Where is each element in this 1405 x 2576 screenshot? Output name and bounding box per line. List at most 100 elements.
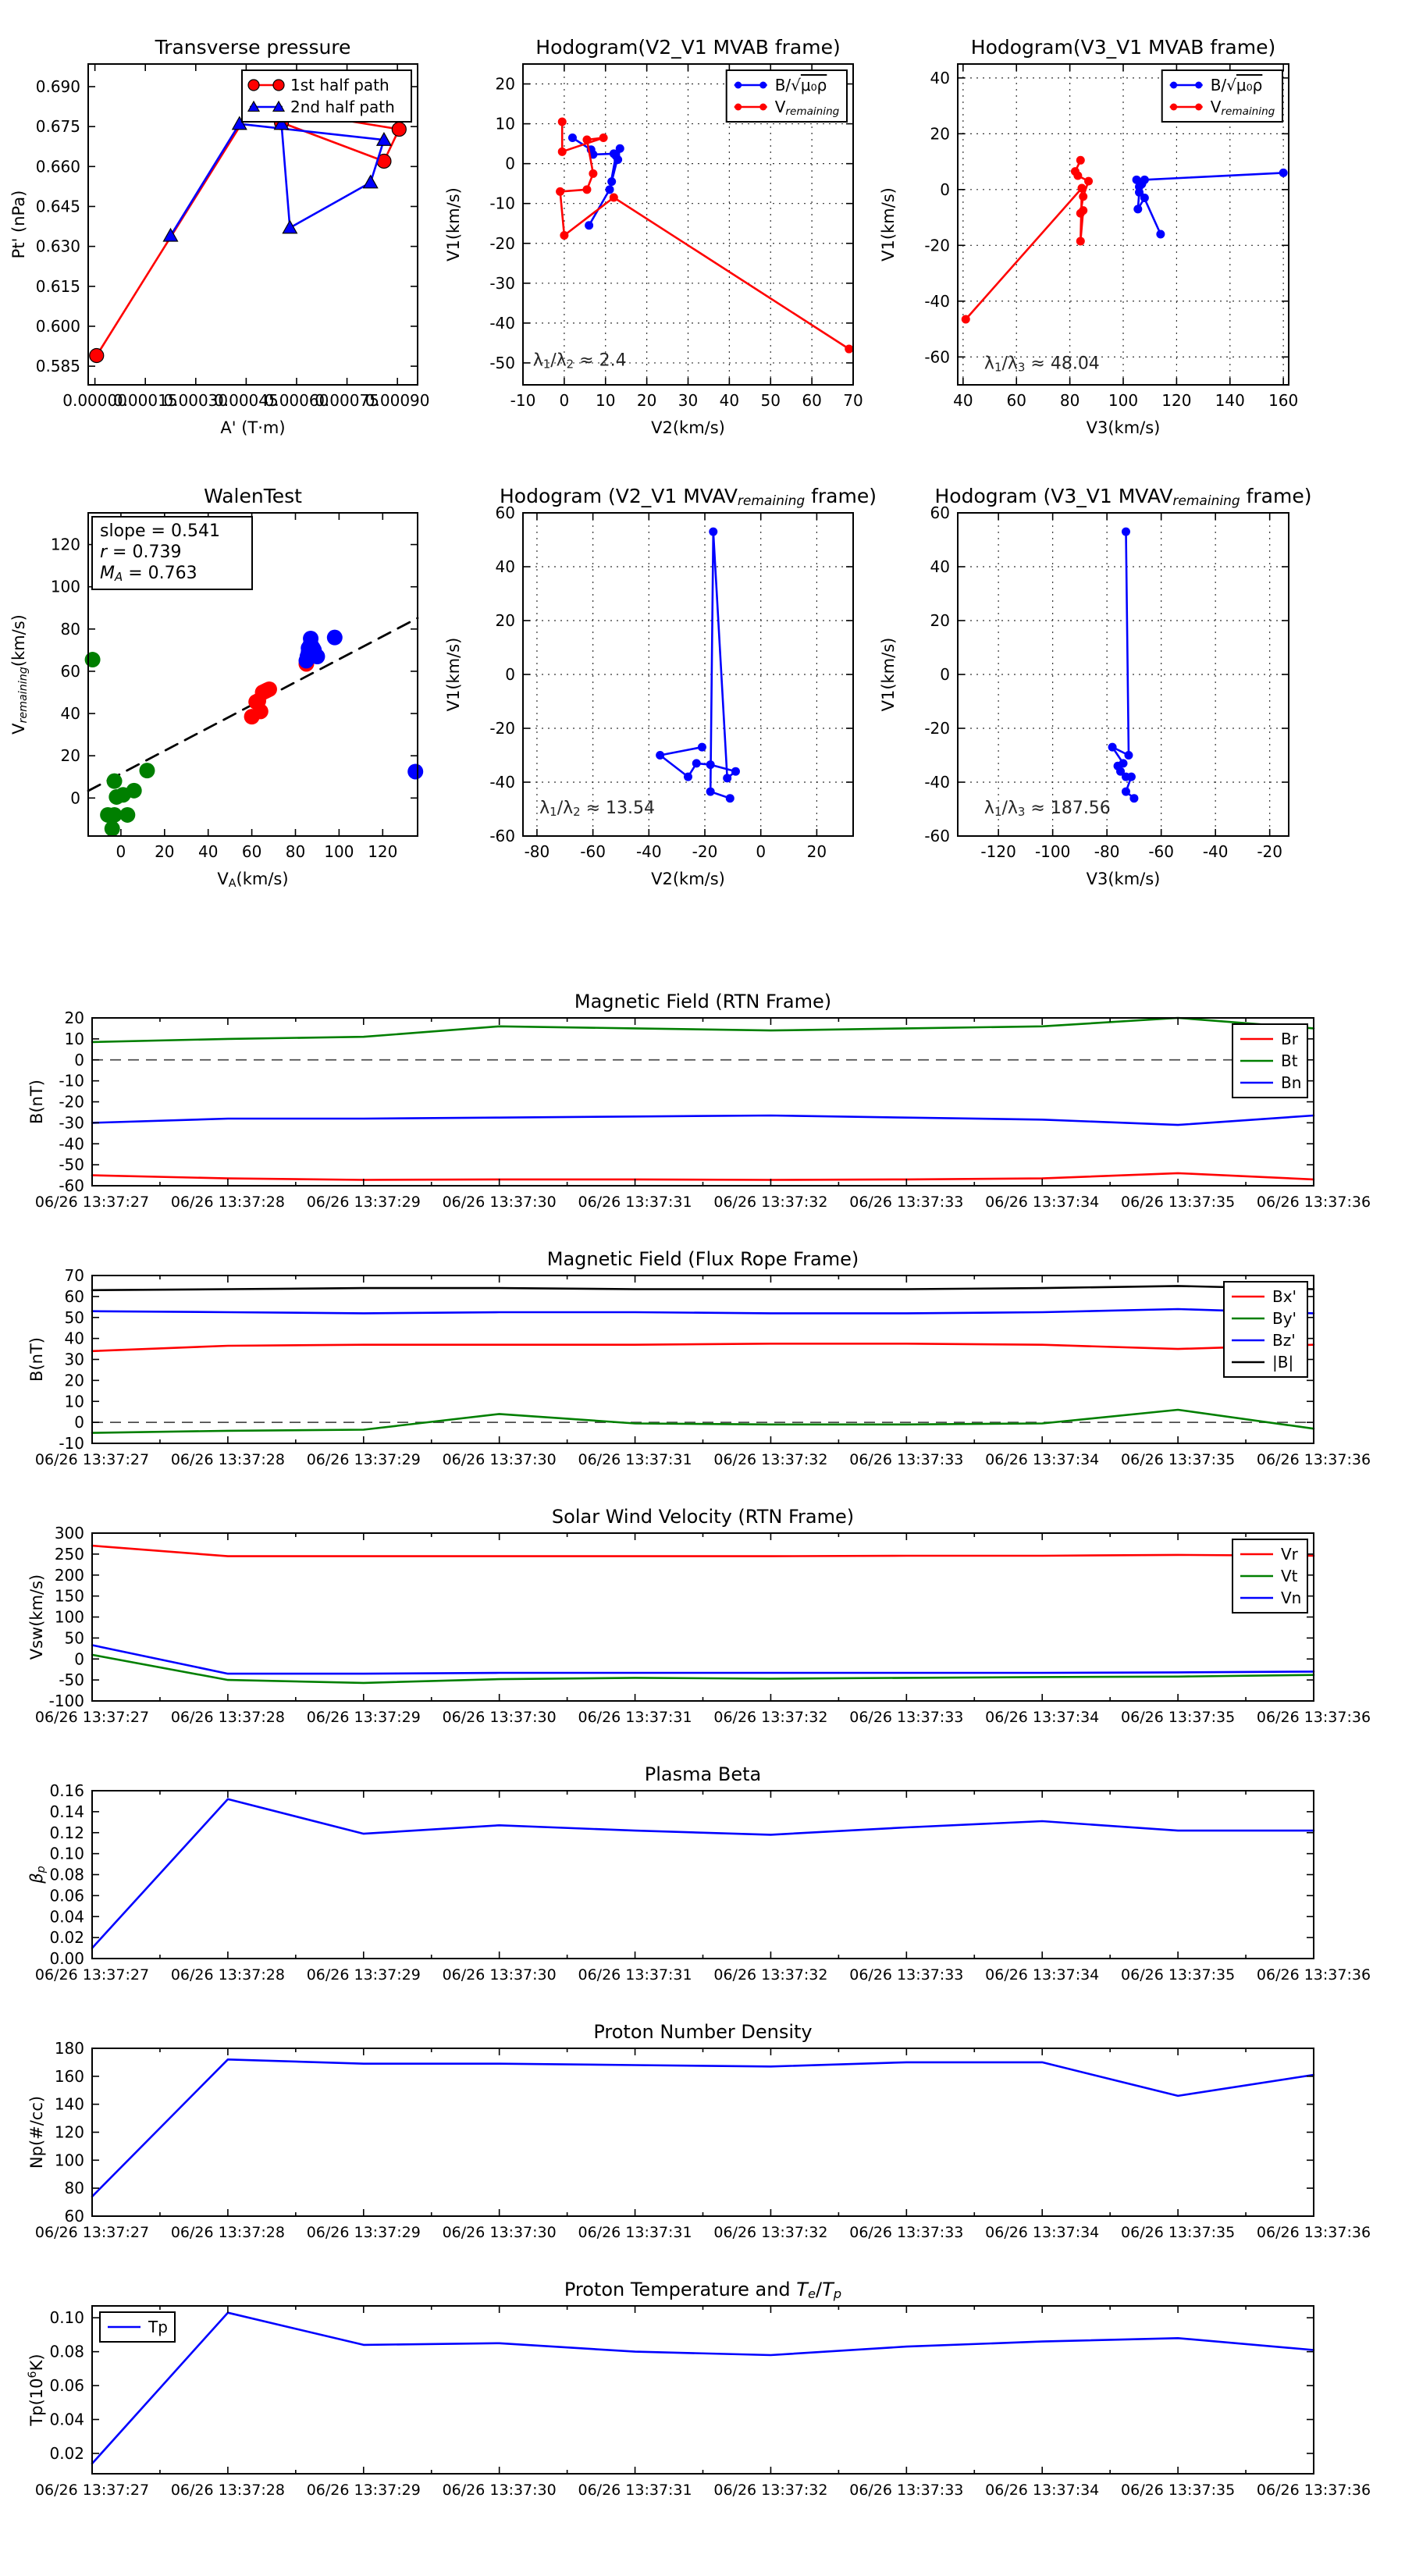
legend: Bx' By' Bz' |B| (1223, 1281, 1308, 1378)
x-tick-label: 06/26 13:37:30 (443, 1451, 557, 1468)
series-group (91, 1016, 1315, 1181)
ticks (91, 1790, 1314, 1959)
chart-proton-density-svg: 06/26 13:37:27 06/26 13:37:28 06/26 13:37:… (27, 2021, 1371, 2241)
y-tick-label: 0.06 (49, 1886, 84, 1905)
y-tick-label: 0 (940, 665, 950, 684)
y-tick-label: 0.14 (49, 1802, 84, 1821)
x-tick-label: 30 (678, 391, 698, 410)
y-tick-label: 0.08 (49, 1866, 84, 1884)
chart-transverse-pressure-svg: 0.000000.000150.000300.000450.000600.000… (9, 36, 430, 437)
y-tick-label: 0.675 (36, 117, 80, 136)
y-tick-label: 0.600 (36, 317, 80, 336)
chart-mag-fluxrope-svg: 06/26 13:37:27 06/26 13:37:28 06/26 13:37:… (27, 1248, 1371, 1468)
legend: B/√μ₀ρ Vremaining (725, 69, 848, 123)
x-tick-label: 0.00015 (113, 391, 178, 410)
series-B-mvab-v3 (1135, 172, 1285, 236)
legend-label: |B| (1272, 1353, 1293, 1372)
chart-title: Transverse pressure (155, 36, 351, 59)
y-tick-label: 20 (61, 746, 80, 765)
chart-transverse-pressure: 0.00000 0.00015 0.00030 0.00045 0.00060 0.000… (9, 29, 433, 443)
y-tick-label: 120 (55, 2123, 84, 2142)
x-tick-label: 160 (1268, 391, 1298, 410)
chart-title: Magnetic Field (RTN Frame) (574, 991, 831, 1012)
series-Bz-prime (91, 1308, 1315, 1315)
markers-V-mvav-v2 (656, 527, 740, 803)
y-tick-label: 0.10 (49, 1845, 84, 1863)
x-tick-label: 06/26 13:37:29 (307, 1709, 421, 1726)
lambda-annotation: λ1/λ2 ≈ 13.54 (539, 799, 655, 819)
series-group (91, 2311, 1315, 2465)
series-second-half-path (169, 123, 386, 237)
y-tick-label: 20 (65, 1371, 84, 1389)
y-tick-label: 70 (65, 1266, 84, 1285)
x-tick-label: -40 (636, 842, 662, 861)
series-Tp (91, 2311, 1315, 2465)
ticks (91, 1532, 1314, 1702)
x-tick-label: -120 (980, 842, 1016, 861)
x-tick-label: 06/26 13:37:35 (1121, 1451, 1235, 1468)
y-tick-label: 20 (65, 1009, 84, 1027)
x-tick-label: 06/26 13:37:36 (1257, 1709, 1371, 1726)
y-tick-label: 50 (65, 1308, 84, 1327)
legend-label: Bn (1281, 1073, 1301, 1092)
x-tick-label: 06/26 13:37:36 (1257, 2224, 1371, 2241)
x-tick-label: 06/26 13:37:31 (578, 2224, 692, 2241)
legend-label: Vn (1281, 1589, 1301, 1607)
legend-label: Bz' (1272, 1331, 1296, 1350)
x-axis-label: V2(km/s) (651, 418, 725, 437)
x-tick-label: -80 (525, 842, 550, 861)
y-tick-label: -10 (59, 1072, 84, 1091)
x-tick-label: 06/26 13:37:28 (171, 1451, 285, 1468)
series-Bx-prime (91, 1343, 1315, 1353)
stats-line: MA = 0.763 (100, 564, 197, 584)
x-tick-label: 40 (720, 391, 739, 410)
x-tick-label: 80 (1060, 391, 1080, 410)
series-group (556, 117, 854, 354)
series-group (91, 1544, 1315, 1685)
x-tick-label: -60 (580, 842, 606, 861)
y-tick-label: 120 (51, 535, 80, 554)
x-tick-label: 06/26 13:37:29 (307, 1194, 421, 1211)
y-tick-label: -60 (924, 827, 950, 845)
x-tick-label: 20 (807, 842, 827, 861)
x-tick-label: 06/26 13:37:32 (713, 1709, 827, 1726)
series-group (91, 1285, 1315, 1434)
y-tick-label: 20 (496, 611, 515, 630)
ticks (91, 1275, 1314, 1444)
y-tick-label: 0.645 (36, 197, 80, 215)
x-tick-label: 06/26 13:37:34 (985, 1451, 1099, 1468)
y-tick-label: -40 (924, 773, 950, 792)
x-axis-label: VA(km/s) (217, 870, 288, 890)
x-tick-label: 06/26 13:37:28 (171, 1709, 285, 1726)
plot-border (87, 63, 418, 386)
y-axis-label: V1(km/s) (879, 638, 898, 712)
y-axis-label: βp (27, 1866, 48, 1884)
x-tick-label: 06/26 13:37:28 (171, 1194, 285, 1211)
chart-proton-temp: 06/26 13:37:27 06/26 13:37:28 06/26 13:37:… (14, 2271, 1371, 2532)
x-tick-label: 06/26 13:37:27 (35, 2224, 149, 2241)
y-tick-label: -40 (924, 292, 950, 311)
y-tick-label: 0 (74, 1413, 84, 1432)
chart-hodogram-v2v1-mvab: -10 0 10 20 30 40 50 60 70 -50 -40 -30 -20 -10 0 10 20 V2… (444, 29, 869, 443)
x-tick-label: 06/26 13:37:27 (35, 1966, 149, 1984)
legend-label: Vt (1281, 1567, 1298, 1585)
y-tick-label: 10 (65, 1392, 84, 1411)
y-tick-label: -20 (924, 236, 950, 254)
stats-line: slope = 0.541 (100, 521, 220, 541)
y-tick-label: -10 (59, 1434, 84, 1453)
markers-V-remaining-mvab (556, 117, 854, 354)
x-tick-label: 10 (596, 391, 615, 410)
y-tick-label: 20 (930, 124, 950, 143)
y-tick-label: 0.02 (49, 2444, 84, 2463)
chart-hodogram-v3v1-mvab-svg: 40 60 80 100 120 140 160 -60 -40 -20 0 20 40 V3(km/s)… (879, 36, 1298, 437)
x-tick-label: 06/26 13:37:32 (713, 1194, 827, 1211)
y-tick-label: 0 (505, 665, 515, 684)
y-tick-label: 250 (55, 1545, 84, 1564)
x-tick-label: 06/26 13:37:33 (849, 1709, 963, 1726)
ticks (958, 512, 1289, 837)
y-tick-label: -50 (59, 1155, 84, 1174)
legend: B/√μ₀ρ Vremaining (1161, 69, 1284, 123)
plot-border (91, 2305, 1314, 2475)
series-group (89, 98, 407, 364)
x-tick-label: 60 (242, 842, 261, 861)
